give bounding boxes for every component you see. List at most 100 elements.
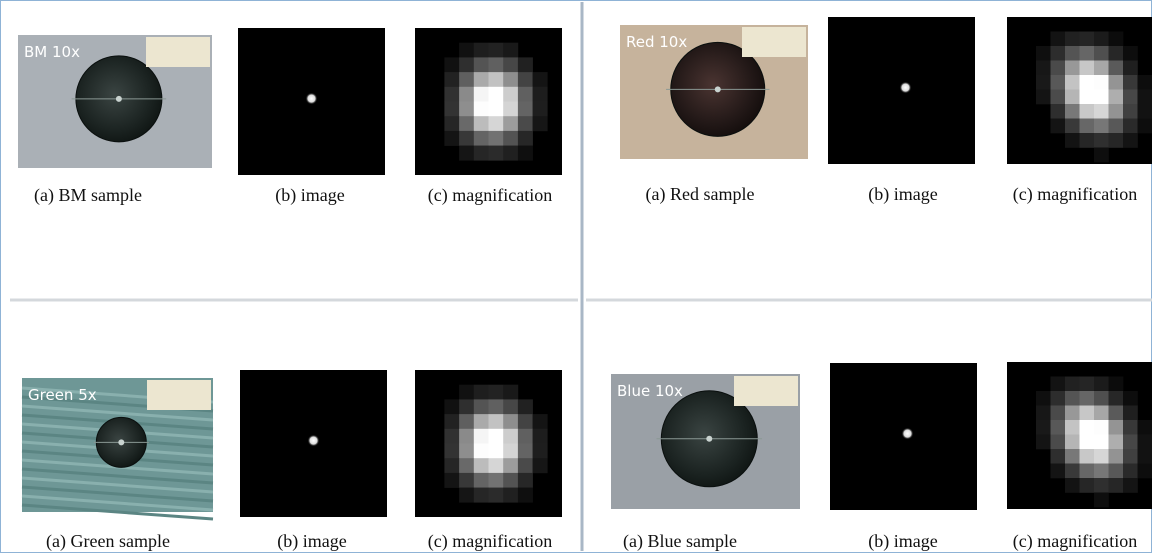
pixel	[444, 57, 459, 72]
pixel	[533, 458, 548, 473]
pixel	[1094, 32, 1109, 47]
pixel	[1036, 391, 1051, 406]
spot	[900, 82, 912, 94]
pixel	[1094, 449, 1109, 464]
sample-label: Blue 10x	[617, 382, 683, 400]
pixel	[503, 87, 518, 102]
pixel	[1094, 406, 1109, 421]
overlay-panel	[147, 380, 211, 410]
pixel	[1123, 119, 1138, 134]
pixel	[1094, 391, 1109, 406]
pixel	[518, 146, 533, 161]
pixel	[489, 429, 504, 444]
pixel	[533, 87, 548, 102]
pixel	[1123, 61, 1138, 76]
pixel	[459, 102, 474, 117]
pixel	[1094, 420, 1109, 435]
caption: (c) magnification	[1013, 531, 1137, 552]
highlight	[116, 96, 122, 102]
pixel	[474, 458, 489, 473]
pixel	[444, 444, 459, 459]
pixel	[518, 458, 533, 473]
pixel	[1080, 391, 1095, 406]
pixel	[1094, 435, 1109, 450]
pixel	[1051, 46, 1066, 61]
pixel	[444, 116, 459, 131]
pixel	[474, 385, 489, 400]
pixel	[518, 473, 533, 488]
pixel	[533, 414, 548, 429]
pixel	[474, 57, 489, 72]
caption: (a) BM sample	[34, 185, 142, 206]
pixel	[1123, 90, 1138, 105]
pixel	[1051, 435, 1066, 450]
caption: (c) magnification	[1013, 184, 1137, 205]
overlay-panel	[146, 37, 210, 67]
pixel	[503, 131, 518, 146]
pixel	[1065, 406, 1080, 421]
pixel	[1065, 449, 1080, 464]
highlight	[118, 439, 124, 445]
pixel	[503, 43, 518, 58]
pixel	[459, 429, 474, 444]
pixel	[1051, 61, 1066, 76]
pixel	[533, 444, 548, 459]
pixel	[518, 429, 533, 444]
pixel	[489, 385, 504, 400]
pixel	[518, 72, 533, 87]
pixel	[1036, 435, 1051, 450]
pixel	[1065, 46, 1080, 61]
pixel	[503, 102, 518, 117]
pixel	[1080, 464, 1095, 479]
caption: (b) image	[868, 184, 937, 205]
pixel	[459, 116, 474, 131]
pixel	[474, 43, 489, 58]
pixel	[1051, 449, 1066, 464]
pixel	[444, 399, 459, 414]
caption: (b) image	[275, 185, 344, 206]
pixel	[489, 488, 504, 503]
sample-label: BM 10x	[24, 43, 80, 61]
overlay-panel	[742, 27, 806, 57]
pixel	[533, 72, 548, 87]
pixel	[1065, 377, 1080, 392]
pixel	[444, 473, 459, 488]
pixel	[489, 399, 504, 414]
pixel	[474, 102, 489, 117]
pixel	[503, 458, 518, 473]
pixel	[459, 146, 474, 161]
pixel	[459, 488, 474, 503]
pixel	[474, 414, 489, 429]
pixel	[1080, 478, 1095, 493]
pixel	[1138, 449, 1152, 464]
pixel	[474, 399, 489, 414]
pixel	[489, 131, 504, 146]
pixel	[1109, 61, 1124, 76]
pixel	[459, 87, 474, 102]
pixel	[1094, 148, 1109, 163]
pixel	[503, 429, 518, 444]
caption: (c) magnification	[428, 531, 552, 552]
pixel	[1065, 478, 1080, 493]
pixel	[1138, 75, 1152, 90]
pixel	[1036, 420, 1051, 435]
pixel	[459, 458, 474, 473]
pixel	[1123, 46, 1138, 61]
pixel	[503, 444, 518, 459]
pixel	[503, 116, 518, 131]
pixel	[1138, 464, 1152, 479]
pixel	[1109, 104, 1124, 119]
pixel	[1051, 90, 1066, 105]
pixel	[518, 488, 533, 503]
pixel	[503, 146, 518, 161]
pixel	[1109, 435, 1124, 450]
pixel	[474, 444, 489, 459]
pixel	[1109, 32, 1124, 47]
pixel	[1065, 75, 1080, 90]
pixel	[1109, 90, 1124, 105]
pixel	[533, 429, 548, 444]
highlight	[715, 86, 721, 92]
pixel	[1080, 119, 1095, 134]
pixel	[1065, 119, 1080, 134]
pixel	[474, 429, 489, 444]
